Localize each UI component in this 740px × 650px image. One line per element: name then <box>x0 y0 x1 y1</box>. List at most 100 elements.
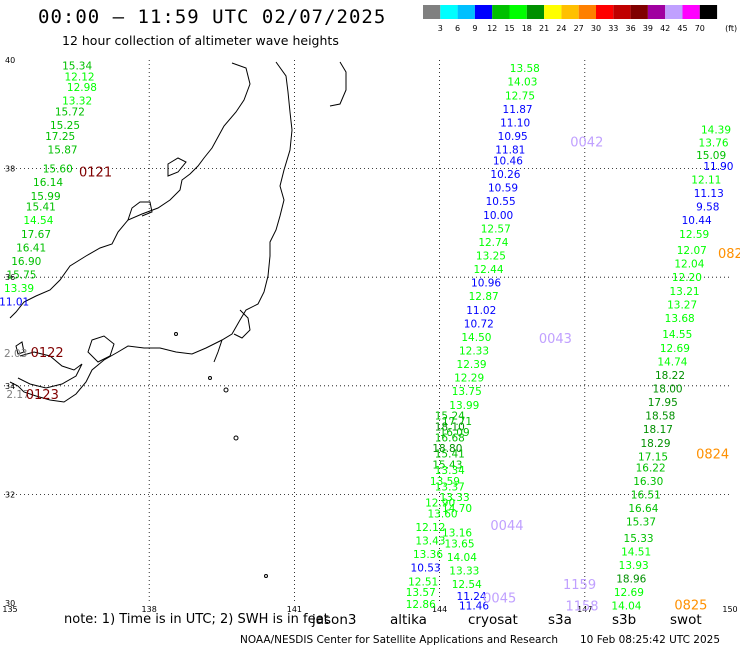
wave-height-value: 15.75 <box>6 269 36 281</box>
pass-id-label: 1159 <box>563 578 596 593</box>
axis-tick-labels: 135 138 141 144 147 150 40 38 36 34 32 30 <box>2 56 737 614</box>
wave-height-value: 10.96 <box>471 278 501 290</box>
footer-note: note: 1) Time is in UTC; 2) SWH is in fe… <box>64 612 329 627</box>
pass-id-label: 0045 <box>483 592 516 607</box>
wave-height-value: 11.10 <box>500 117 530 129</box>
wave-height-value: 17.71 <box>442 416 472 428</box>
wave-height-value: 11.81 <box>495 145 525 157</box>
legend-swot: swot <box>670 612 702 628</box>
wave-height-value: 16.51 <box>631 489 661 501</box>
wave-height-value: 12.86 <box>406 599 436 611</box>
wave-height-value: 12.04 <box>674 259 704 271</box>
lon-tick-label: 135 <box>2 605 17 614</box>
wave-height-value: 13.32 <box>62 96 92 108</box>
legend-swatch <box>526 5 545 19</box>
wave-height-value: 15.99 <box>31 191 61 203</box>
pass-labels: 0121 0122 0123 0042 0043 0044 0045 1159 1158 0824… <box>26 135 740 614</box>
legend-swatch <box>665 5 683 19</box>
pass-id-label: 0122 <box>31 346 64 361</box>
wave-height-value: 11.24 <box>457 591 487 603</box>
wave-height-value: 15.41 <box>435 449 465 461</box>
noto-peninsula <box>127 201 153 221</box>
wave-height-value: 17.25 <box>45 131 75 143</box>
wave-height-value: 17.15 <box>638 451 668 463</box>
wave-height-value: 16.90 <box>11 256 41 268</box>
wave-height-value: 15.09 <box>696 150 726 162</box>
lon-tick-label: 141 <box>287 605 302 614</box>
wave-height-value: 13.27 <box>667 299 697 311</box>
wave-height-value: 12.57 <box>481 223 511 235</box>
wave-height-value: 14.03 <box>507 77 537 89</box>
wave-height-value: 15.34 <box>62 60 92 72</box>
wave-height-value: 12.59 <box>679 229 709 241</box>
wave-height-value: 18.00 <box>653 384 683 396</box>
wave-height-value: 18.10 <box>435 422 465 434</box>
pass-id-label: 0043 <box>539 332 572 347</box>
legend-label: 30 <box>591 24 601 33</box>
wave-height-value: 14.54 <box>23 215 53 227</box>
legend-label: 36 <box>626 24 636 33</box>
wave-height-value: 13.21 <box>670 286 700 298</box>
boso-peninsula <box>233 309 251 339</box>
wave-height-value: 15.25 <box>50 120 80 132</box>
wave-height-value: 10.44 <box>682 215 712 227</box>
pass-id-label: 0042 <box>570 135 603 150</box>
lat-tick-label: 40 <box>5 56 15 65</box>
wave-height-value: 10.00 <box>483 210 513 222</box>
legend-jason3: jason3 <box>312 612 357 628</box>
lon-tick-label: 150 <box>722 605 737 614</box>
wave-height-value: 2.17 <box>6 389 29 401</box>
legend-swatch <box>509 5 527 19</box>
legend-label: 18 <box>522 24 532 33</box>
kii-peninsula <box>87 335 115 363</box>
wave-height-value: 14.55 <box>662 329 692 341</box>
legend-swatch <box>578 5 596 19</box>
wave-height-value: 12.12 <box>415 522 445 534</box>
lat-tick-label: 30 <box>5 599 15 608</box>
pass-id-label: 0824 <box>696 448 729 463</box>
pass-id-label: 0123 <box>26 388 59 403</box>
izu-island-5 <box>174 332 178 336</box>
izu-peninsula <box>213 339 223 363</box>
wave-height-value: 12.87 <box>469 291 499 303</box>
wave-height-value: 12.98 <box>67 82 97 94</box>
legend-swatch <box>457 5 475 19</box>
wave-height-value: 12.39 <box>457 359 487 371</box>
wave-height-value: 12.11 <box>691 174 721 186</box>
wave-height-value: 14.39 <box>701 125 731 137</box>
wave-height-value: 15.33 <box>624 533 654 545</box>
lat-lon-grid <box>4 60 730 603</box>
wave-height-value: 13.43 <box>415 536 445 548</box>
wave-height-value: 13.16 <box>442 527 472 539</box>
legend-unit: (ft) <box>725 24 737 33</box>
legend-label: 27 <box>574 24 584 33</box>
wave-height-observations: 15.3412.1212.9813.3215.7215.2517.2515.87… <box>0 60 733 612</box>
wave-height-value: 17.95 <box>648 397 678 409</box>
hokkaido-edge <box>329 61 347 107</box>
legend-label: 12 <box>487 24 497 33</box>
wave-height-value: 11.90 <box>703 161 733 173</box>
wave-height-value: 12.90 <box>425 498 455 510</box>
wave-height-value: 15.24 <box>435 411 465 423</box>
legend-swatch <box>561 5 579 19</box>
wave-height-value: 2.03 <box>4 348 27 360</box>
izu-island-4 <box>264 574 268 578</box>
honshu-coastline <box>9 61 293 403</box>
wave-height-value: 18.58 <box>645 411 675 423</box>
lat-tick-label: 34 <box>5 382 15 391</box>
page-subtitle: 12 hour collection of altimeter wave hei… <box>62 33 339 48</box>
legend-swatch <box>613 5 631 19</box>
shikoku <box>17 351 83 389</box>
pass-id-label: 0121 <box>79 165 112 180</box>
wave-height-value: 10.72 <box>464 318 494 330</box>
wave-height-value: 13.65 <box>444 538 474 550</box>
wave-height-value: 10.55 <box>486 196 516 208</box>
wave-height-value: 18.22 <box>655 370 685 382</box>
legend-swatch <box>492 5 510 19</box>
wave-height-value: 15.41 <box>26 202 56 214</box>
lat-tick-label: 32 <box>5 490 15 499</box>
awaji-island <box>15 341 25 355</box>
wave-height-value: 14.51 <box>621 546 651 558</box>
wave-height-value: 13.33 <box>440 492 470 504</box>
